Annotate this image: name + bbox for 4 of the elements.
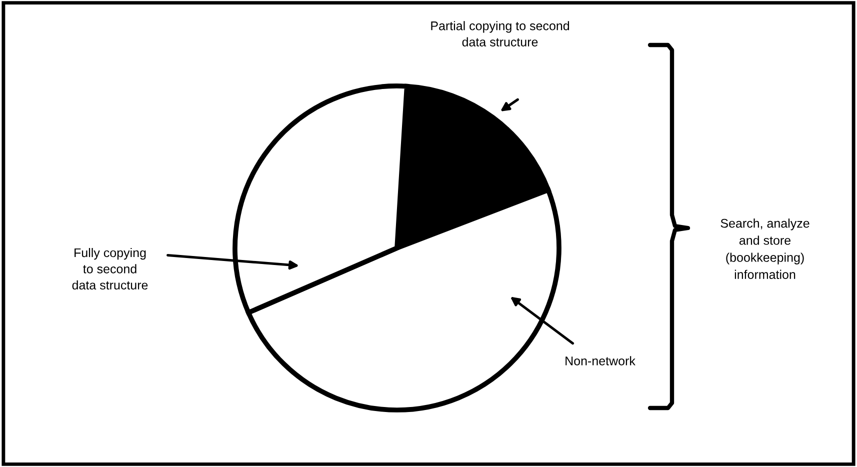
- text: Search, analyze and store (bookkeeping) information: [720, 218, 810, 279]
- slice-label: Fully copying to second data structure: [72, 248, 148, 290]
- slice-label: Non-network: [566, 356, 636, 366]
- slice-label: Partial copying to second data structure: [431, 21, 570, 46]
